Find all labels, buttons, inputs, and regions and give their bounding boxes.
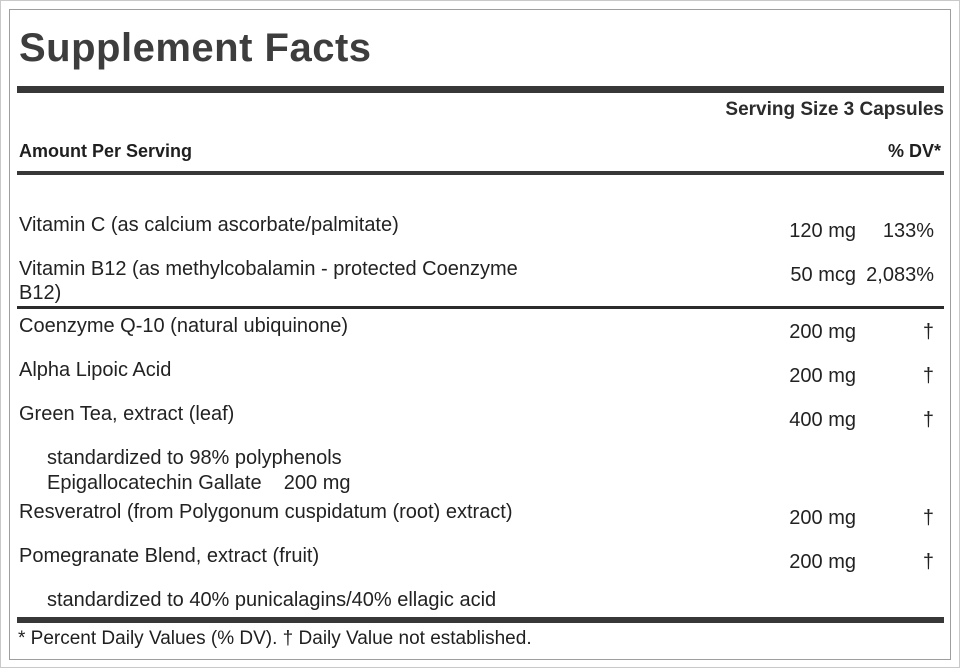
ingredient-name: Alpha Lipoic Acid	[19, 359, 172, 381]
ingredient-amount: 200 mg	[789, 365, 856, 387]
ingredient-amount	[751, 446, 856, 452]
ingredient-name: Resveratrol (from Polygonum cuspidatum (…	[19, 501, 513, 523]
ingredient-name: Coenzyme Q-10 (natural ubiquinone)	[19, 315, 349, 337]
ingredient-dv	[856, 446, 944, 452]
ingredient-amount: 200 mg	[789, 551, 856, 573]
supplement-facts-panel: Supplement Facts Serving Size 3 Capsules…	[9, 9, 951, 660]
percent-dv-header: % DV*	[887, 141, 941, 161]
ingredient-name: standardized to 98% polyphenols Epigallo…	[47, 447, 351, 494]
ingredient-dv: †	[922, 409, 934, 431]
ingredient-name: Vitamin B12 (as methylcobalamin - protec…	[19, 258, 518, 304]
ingredient-name: Green Tea, extract (leaf)	[19, 403, 235, 425]
ingredient-row: Vitamin B12 (as methylcobalamin - protec…	[17, 257, 944, 309]
ingredient-row: Green Tea, extract (leaf) 400 mg †	[17, 402, 944, 432]
ingredient-amount: 120 mg	[789, 220, 856, 242]
column-header-divider	[17, 171, 944, 175]
ingredient-name: standardized to 40% punicalagins/40% ell…	[47, 589, 497, 611]
serving-size: Serving Size 3 Capsules	[725, 99, 944, 120]
ingredient-name: Vitamin C (as calcium ascorbate/palmitat…	[19, 214, 399, 236]
ingredient-row: Coenzyme Q-10 (natural ubiquinone) 200 m…	[17, 314, 944, 344]
column-header-row: Amount Per Serving % DV*	[17, 139, 944, 163]
footnote-divider	[17, 617, 944, 623]
ingredient-amount	[751, 588, 856, 594]
ingredient-dv: 2,083%	[866, 264, 934, 286]
ingredient-row: Alpha Lipoic Acid 200 mg †	[17, 358, 944, 388]
ingredient-amount: 200 mg	[789, 507, 856, 529]
ingredient-amount: 200 mg	[789, 321, 856, 343]
header-divider	[17, 86, 944, 93]
ingredient-rows: Vitamin C (as calcium ascorbate/palmitat…	[17, 213, 944, 613]
page-title: Supplement Facts	[19, 26, 372, 70]
ingredient-row: standardized to 98% polyphenols Epigallo…	[17, 446, 944, 496]
ingredient-dv: 133%	[882, 220, 934, 242]
ingredient-amount: 400 mg	[789, 409, 856, 431]
ingredient-name: Pomegranate Blend, extract (fruit)	[19, 545, 320, 567]
daily-value-footnote: * Percent Daily Values (% DV). † Daily V…	[18, 628, 532, 649]
ingredient-row: Resveratrol (from Polygonum cuspidatum (…	[17, 500, 944, 530]
ingredient-dv: †	[922, 551, 934, 573]
ingredient-row: Pomegranate Blend, extract (fruit) 200 m…	[17, 544, 944, 574]
ingredient-dv: †	[922, 507, 934, 529]
amount-per-serving-header: Amount Per Serving	[19, 141, 193, 161]
ingredient-row: standardized to 40% punicalagins/40% ell…	[17, 588, 944, 613]
ingredient-dv	[856, 588, 944, 594]
ingredient-dv: †	[922, 321, 934, 343]
ingredient-dv: †	[922, 365, 934, 387]
ingredient-amount: 50 mcg	[790, 264, 856, 286]
ingredient-row: Vitamin C (as calcium ascorbate/palmitat…	[17, 213, 944, 243]
